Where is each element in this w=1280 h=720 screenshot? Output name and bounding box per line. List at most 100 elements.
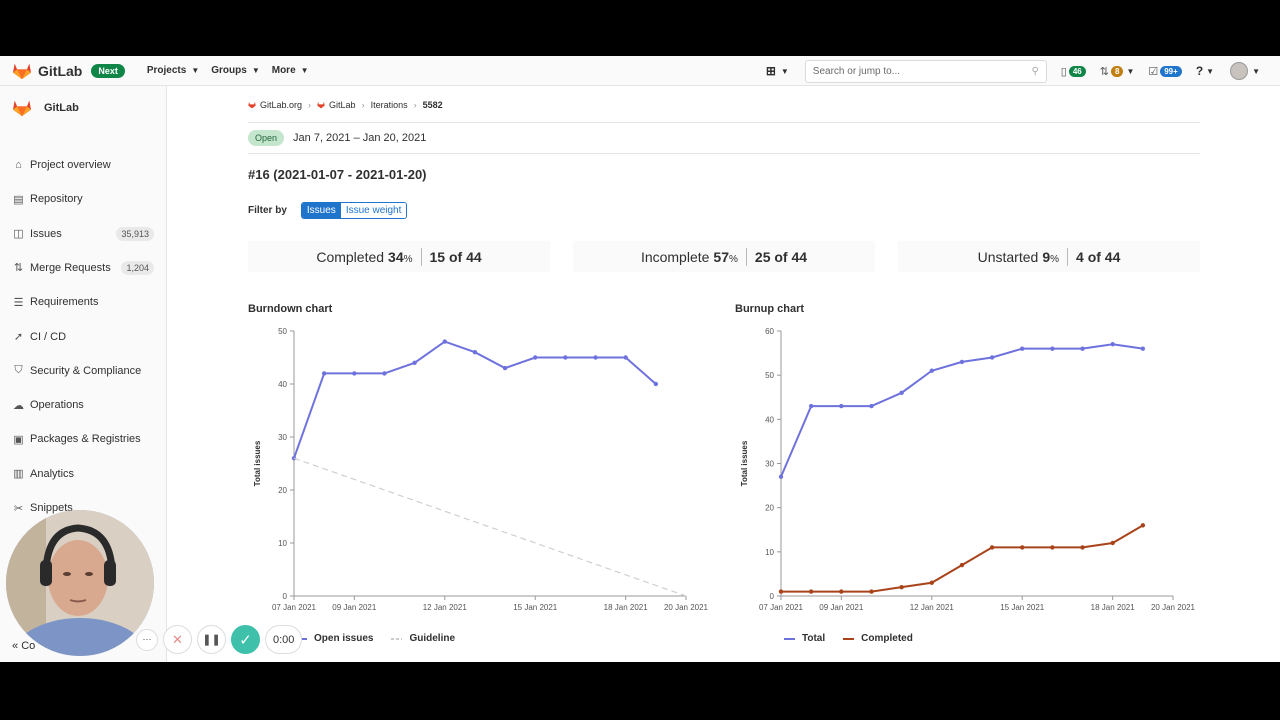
stat-label: Completed xyxy=(316,248,385,265)
y-tick-label: 40 xyxy=(278,380,287,389)
sidebar-item-issues[interactable]: ◫ Issues 35,913 xyxy=(0,219,166,249)
y-axis-label: Total issues xyxy=(253,440,262,486)
data-point xyxy=(502,365,508,371)
data-point xyxy=(623,355,628,360)
series-line-completed xyxy=(781,524,1144,593)
stat-count: 4 of 44 xyxy=(1076,248,1121,265)
stat-percent: 57% xyxy=(713,248,738,265)
data-point xyxy=(321,371,327,376)
data-point xyxy=(1110,540,1115,546)
filter-issues-button[interactable]: Issues xyxy=(301,203,341,218)
webcam-overlay[interactable] xyxy=(6,510,154,656)
data-point xyxy=(778,474,784,479)
data-point xyxy=(653,381,659,387)
more-dropdown[interactable]: More ▼ xyxy=(272,65,309,76)
sidebar-item-security-compliance[interactable]: ⛉ Security & Compliance xyxy=(0,356,166,386)
package-icon: ▣ xyxy=(13,433,24,446)
sidebar-item-label: Packages & Registries xyxy=(30,433,141,446)
discard-recording-button[interactable]: ✕ xyxy=(163,625,192,654)
data-point xyxy=(899,584,904,590)
chevron-down-icon[interactable]: ▼ xyxy=(1252,66,1260,76)
todos-counter[interactable]: ☑ 99+ xyxy=(1148,65,1182,78)
collapse-label: Co xyxy=(21,640,36,652)
chevron-down-icon: ▼ xyxy=(1206,66,1215,76)
legend-item[interactable]: Guideline xyxy=(391,633,455,644)
gitlab-logo-icon xyxy=(248,102,256,109)
legend-item[interactable]: Open issues xyxy=(296,633,373,644)
merge-requests-counter[interactable]: ⇅ 8 ▼ xyxy=(1100,65,1134,78)
groups-dropdown[interactable]: Groups ▼ xyxy=(211,65,259,76)
x-tick-label: 12 Jan 2021 xyxy=(910,603,955,612)
help-dropdown[interactable]: ? ▼ xyxy=(1196,64,1214,78)
finish-recording-button[interactable]: ✓ xyxy=(231,625,260,654)
sidebar-item-operations[interactable]: ☁ Operations xyxy=(0,390,166,420)
sidebar-item-requirements[interactable]: ☰ Requirements xyxy=(0,287,166,317)
page-title: #16 (2021-01-07 - 2021-01-20) xyxy=(248,167,427,182)
sidebar-item-analytics[interactable]: ▥ Analytics xyxy=(0,459,166,489)
x-tick-label: 12 Jan 2021 xyxy=(423,603,468,612)
pause-recording-button[interactable]: ❚❚ xyxy=(197,625,226,654)
data-point xyxy=(1020,545,1025,550)
sidebar-project-header[interactable]: GitLab xyxy=(0,86,166,131)
gitlab-home-link[interactable]: GitLab Next xyxy=(12,62,125,80)
data-point xyxy=(352,371,357,376)
data-point xyxy=(929,368,934,373)
brand-name: GitLab xyxy=(38,62,83,79)
more-options-button[interactable]: ⋯ xyxy=(136,628,158,651)
recording-controls: ⋯ ✕ ❚❚ ✓ 0:00 xyxy=(136,625,303,654)
todos-count: 99+ xyxy=(1160,65,1182,77)
sidebar-item-merge-requests[interactable]: ⇅ Merge Requests 1,204 xyxy=(0,253,166,283)
legend-item[interactable]: Completed xyxy=(843,633,913,644)
iteration-status-row: Open Jan 7, 2021 – Jan 20, 2021 xyxy=(248,130,426,146)
stat-label: Unstarted xyxy=(977,248,1039,265)
legend-label: Guideline xyxy=(409,633,456,644)
data-point xyxy=(959,562,965,568)
projects-label: Projects xyxy=(146,65,187,76)
sidebar-item-project-overview[interactable]: ⌂ Project overview xyxy=(0,150,166,180)
x-tick-label: 18 Jan 2021 xyxy=(1091,603,1136,612)
y-axis-label: Total issues xyxy=(740,440,749,486)
cloud-icon: ☁ xyxy=(13,399,24,412)
issues-icon: ▯ xyxy=(1060,65,1067,78)
legend-label: Open issues xyxy=(314,633,374,644)
projects-dropdown[interactable]: Projects ▼ xyxy=(147,65,199,76)
y-tick-label: 0 xyxy=(770,592,775,601)
merge-requests-count: 8 xyxy=(1110,65,1124,77)
search-box[interactable]: ⚲ xyxy=(804,59,1047,83)
data-point xyxy=(1140,346,1146,351)
sidebar-item-repository[interactable]: ▤ Repository xyxy=(0,184,166,214)
data-point xyxy=(778,589,784,594)
breadcrumb-iterations[interactable]: Iterations xyxy=(370,100,408,110)
scissors-icon: ✂ xyxy=(13,502,24,515)
new-item-dropdown[interactable]: ⊞ ▼ xyxy=(766,64,789,78)
sidebar-item-packages-registries[interactable]: ▣ Packages & Registries xyxy=(0,424,166,454)
data-point xyxy=(989,355,995,360)
sidebar-item-label: Project overview xyxy=(30,159,111,171)
data-point xyxy=(533,355,538,360)
requirements-icon: ☰ xyxy=(13,296,24,309)
breadcrumb-separator: › xyxy=(308,100,312,110)
y-tick-label: 60 xyxy=(765,327,774,336)
stat-count: 25 of 44 xyxy=(754,248,808,265)
search-input[interactable] xyxy=(812,65,1013,77)
gitlab-logo-icon xyxy=(317,102,325,109)
check-icon: ✓ xyxy=(239,631,252,649)
collapse-sidebar[interactable]: « Co xyxy=(12,640,35,652)
breadcrumb-group[interactable]: GitLab.org xyxy=(260,100,303,110)
issues-count: 46 xyxy=(1068,65,1086,77)
sidebar-item-ci-cd[interactable]: ➚ CI / CD xyxy=(0,322,166,352)
y-tick-label: 0 xyxy=(283,592,288,601)
legend-swatch xyxy=(784,637,795,640)
filter-issue-weight-button[interactable]: Issue weight xyxy=(340,203,407,218)
y-tick-label: 50 xyxy=(765,371,774,380)
groups-label: Groups xyxy=(211,65,247,76)
breadcrumb-project[interactable]: GitLab xyxy=(329,100,356,110)
user-avatar[interactable] xyxy=(1230,62,1249,80)
filter-toggle: Issues Issue weight xyxy=(300,202,408,219)
burndown-chart: 0 10 20 30 40 50 07 Jan 2021 09 Jan 2021 12 Jan … xyxy=(253,327,709,612)
issues-counter[interactable]: ▯ 46 xyxy=(1061,65,1086,78)
shield-icon: ⛉ xyxy=(14,364,23,377)
legend-item[interactable]: Total xyxy=(784,633,825,644)
x-tick-label: 15 Jan 2021 xyxy=(513,603,558,612)
data-point xyxy=(1080,545,1085,550)
